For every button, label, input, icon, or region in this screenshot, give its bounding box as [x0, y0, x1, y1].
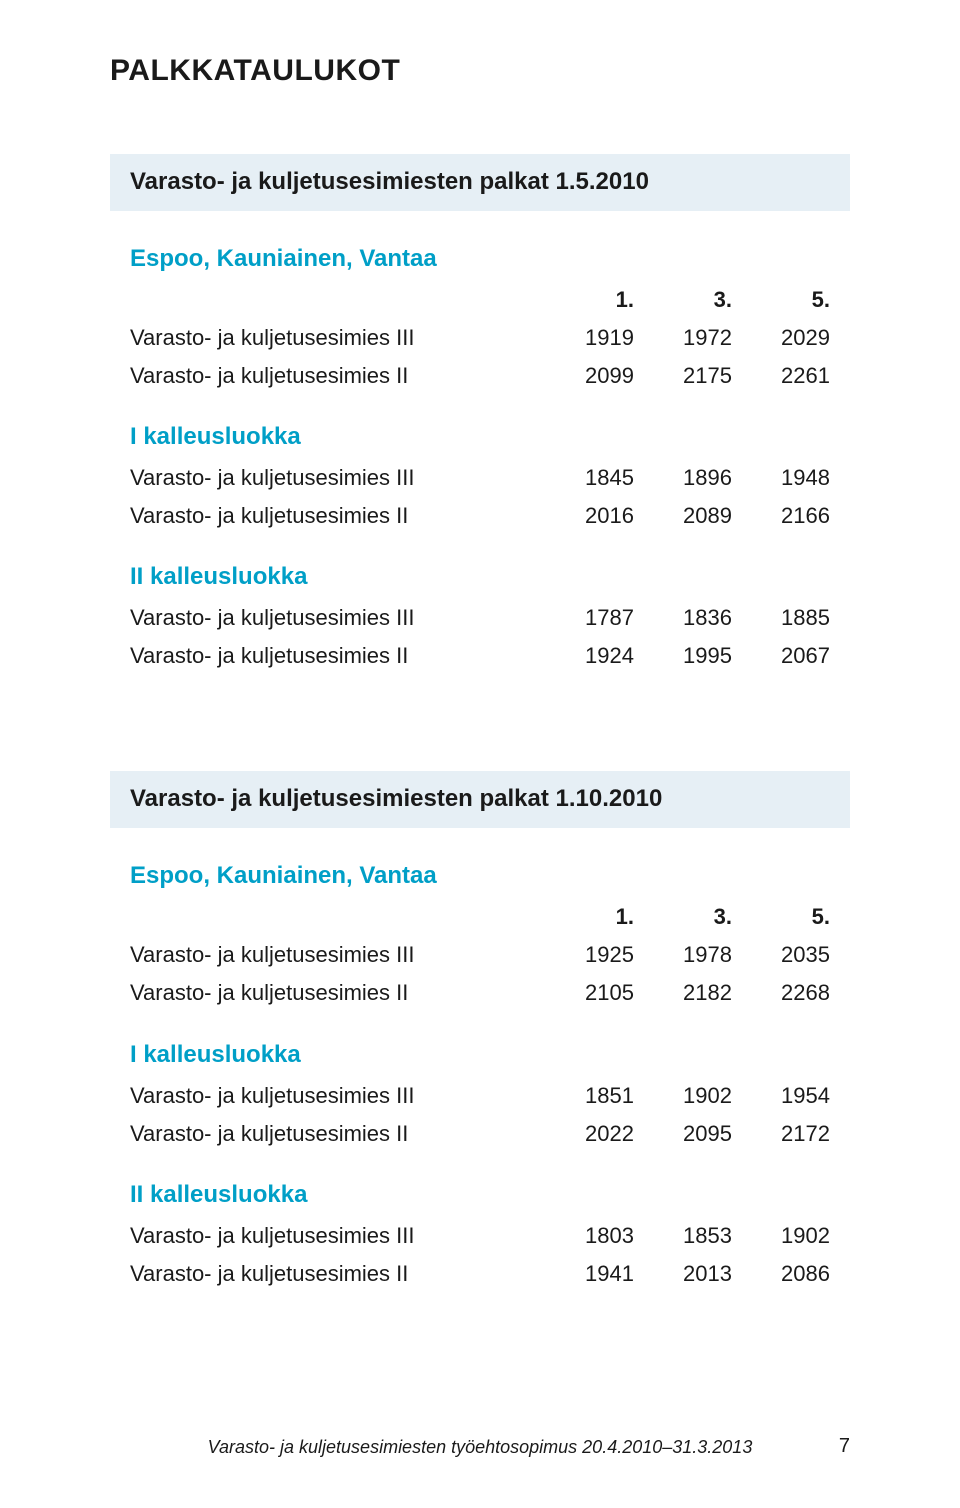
group2-label: II kalleusluokka — [130, 563, 830, 591]
cell: 2013 — [634, 1255, 732, 1293]
table-row: Varasto- ja kuljetusesimies III 1851 190… — [130, 1077, 830, 1115]
table-top-2: 1. 3. 5. Varasto- ja kuljetusesimies III… — [130, 898, 830, 1012]
table-row: Varasto- ja kuljetusesimies III 1803 185… — [130, 1217, 830, 1255]
cell: 2099 — [536, 357, 634, 395]
table-row: Varasto- ja kuljetusesimies II 1924 1995… — [130, 637, 830, 675]
cell: 2086 — [732, 1255, 830, 1293]
row-label: Varasto- ja kuljetusesimies II — [130, 974, 536, 1012]
row-label: Varasto- ja kuljetusesimies II — [130, 1115, 536, 1153]
table-g2-2: Varasto- ja kuljetusesimies III 1803 185… — [130, 1217, 830, 1293]
group2-label: II kalleusluokka — [130, 1181, 830, 1209]
cell: 1853 — [634, 1217, 732, 1255]
cell: 1902 — [732, 1217, 830, 1255]
table-row: Varasto- ja kuljetusesimies II 2105 2182… — [130, 974, 830, 1012]
cell: 2089 — [634, 497, 732, 535]
row-label: Varasto- ja kuljetusesimies III — [130, 319, 536, 357]
group1-label: I kalleusluokka — [130, 1041, 830, 1069]
cell: 1948 — [732, 459, 830, 497]
cell: 2067 — [732, 637, 830, 675]
cell: 1836 — [634, 599, 732, 637]
table-row: Varasto- ja kuljetusesimies II 2022 2095… — [130, 1115, 830, 1153]
cell: 2095 — [634, 1115, 732, 1153]
cell: 2035 — [732, 936, 830, 974]
col-header: 1. — [536, 898, 634, 936]
row-label: Varasto- ja kuljetusesimies III — [130, 1077, 536, 1115]
table-row: Varasto- ja kuljetusesimies II 2016 2089… — [130, 497, 830, 535]
header-spacer — [130, 281, 536, 319]
cell: 1896 — [634, 459, 732, 497]
cell: 2172 — [732, 1115, 830, 1153]
table-g1-1: Varasto- ja kuljetusesimies III 1845 189… — [130, 459, 830, 535]
table-row: Varasto- ja kuljetusesimies III 1919 197… — [130, 319, 830, 357]
cell: 2268 — [732, 974, 830, 1012]
section-title-band: Varasto- ja kuljetusesimiesten palkat 1.… — [110, 771, 850, 828]
table-row: Varasto- ja kuljetusesimies II 1941 2013… — [130, 1255, 830, 1293]
cell: 2182 — [634, 974, 732, 1012]
page-number: 7 — [839, 1435, 850, 1458]
row-label: Varasto- ja kuljetusesimies II — [130, 497, 536, 535]
table-header-row: 1. 3. 5. — [130, 281, 830, 319]
table-row: Varasto- ja kuljetusesimies III 1845 189… — [130, 459, 830, 497]
cell: 1941 — [536, 1255, 634, 1293]
cell: 2105 — [536, 974, 634, 1012]
cell: 1978 — [634, 936, 732, 974]
footer: Varasto- ja kuljetusesimiesten työehtoso… — [0, 1437, 960, 1458]
cell: 2166 — [732, 497, 830, 535]
row-label: Varasto- ja kuljetusesimies III — [130, 599, 536, 637]
page-title: PALKKATAULUKOT — [110, 54, 850, 88]
section-title: Varasto- ja kuljetusesimiesten palkat 1.… — [130, 785, 830, 814]
group1-label: I kalleusluokka — [130, 423, 830, 451]
region-label: Espoo, Kauniainen, Vantaa — [130, 245, 830, 273]
cell: 1902 — [634, 1077, 732, 1115]
table-row: Varasto- ja kuljetusesimies II 2099 2175… — [130, 357, 830, 395]
cell: 1885 — [732, 599, 830, 637]
col-header: 3. — [634, 281, 732, 319]
region-label: Espoo, Kauniainen, Vantaa — [130, 862, 830, 890]
col-header: 5. — [732, 898, 830, 936]
row-label: Varasto- ja kuljetusesimies II — [130, 357, 536, 395]
block-top-2: Espoo, Kauniainen, Vantaa 1. 3. 5. Varas… — [110, 862, 850, 1012]
row-label: Varasto- ja kuljetusesimies II — [130, 637, 536, 675]
footer-text: Varasto- ja kuljetusesimiesten työehtoso… — [208, 1437, 753, 1457]
block-top-1: Espoo, Kauniainen, Vantaa 1. 3. 5. Varas… — [110, 245, 850, 395]
cell: 1787 — [536, 599, 634, 637]
section-title: Varasto- ja kuljetusesimiesten palkat 1.… — [130, 168, 830, 197]
row-label: Varasto- ja kuljetusesimies III — [130, 1217, 536, 1255]
row-label: Varasto- ja kuljetusesimies III — [130, 936, 536, 974]
page: PALKKATAULUKOT Varasto- ja kuljetusesimi… — [0, 0, 960, 1508]
table-header-row: 1. 3. 5. — [130, 898, 830, 936]
cell: 2175 — [634, 357, 732, 395]
salary-section-2: Varasto- ja kuljetusesimiesten palkat 1.… — [110, 771, 850, 1292]
row-label: Varasto- ja kuljetusesimies III — [130, 459, 536, 497]
cell: 2261 — [732, 357, 830, 395]
col-header: 3. — [634, 898, 732, 936]
cell: 2016 — [536, 497, 634, 535]
table-g2-1: Varasto- ja kuljetusesimies III 1787 183… — [130, 599, 830, 675]
block-g2-2: II kalleusluokka Varasto- ja kuljetusesi… — [110, 1181, 850, 1293]
cell: 1845 — [536, 459, 634, 497]
row-label: Varasto- ja kuljetusesimies II — [130, 1255, 536, 1293]
table-row: Varasto- ja kuljetusesimies III 1787 183… — [130, 599, 830, 637]
col-header: 1. — [536, 281, 634, 319]
cell: 1851 — [536, 1077, 634, 1115]
col-header: 5. — [732, 281, 830, 319]
block-g1-2: I kalleusluokka Varasto- ja kuljetusesim… — [110, 1041, 850, 1153]
section-title-band: Varasto- ja kuljetusesimiesten palkat 1.… — [110, 154, 850, 211]
cell: 1995 — [634, 637, 732, 675]
cell: 2029 — [732, 319, 830, 357]
table-top-1: 1. 3. 5. Varasto- ja kuljetusesimies III… — [130, 281, 830, 395]
table-g1-2: Varasto- ja kuljetusesimies III 1851 190… — [130, 1077, 830, 1153]
block-g1-1: I kalleusluokka Varasto- ja kuljetusesim… — [110, 423, 850, 535]
block-g2-1: II kalleusluokka Varasto- ja kuljetusesi… — [110, 563, 850, 675]
salary-section-1: Varasto- ja kuljetusesimiesten palkat 1.… — [110, 154, 850, 675]
cell: 1925 — [536, 936, 634, 974]
cell: 1919 — [536, 319, 634, 357]
cell: 1972 — [634, 319, 732, 357]
cell: 1803 — [536, 1217, 634, 1255]
table-row: Varasto- ja kuljetusesimies III 1925 197… — [130, 936, 830, 974]
cell: 1924 — [536, 637, 634, 675]
cell: 2022 — [536, 1115, 634, 1153]
cell: 1954 — [732, 1077, 830, 1115]
header-spacer — [130, 898, 536, 936]
